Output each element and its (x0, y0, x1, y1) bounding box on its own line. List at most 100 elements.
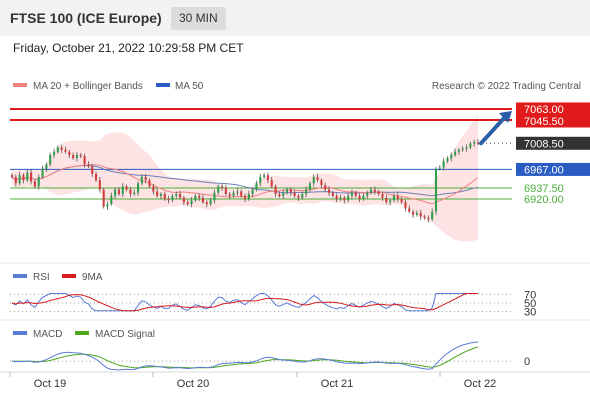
candle-body (263, 175, 266, 177)
candle-body (159, 193, 163, 196)
macd-signal-line (11, 346, 479, 369)
candle-body (415, 212, 418, 215)
candle-body (129, 189, 132, 194)
candlesticks (10, 139, 480, 223)
chart-header: FTSE 100 (ICE Europe) 30 MIN (0, 0, 590, 36)
candle-body (320, 180, 323, 186)
candle-body (64, 149, 67, 152)
legend-rsi: RSI (33, 272, 50, 283)
legend-ma20: MA 20 + Bollinger Bands (33, 81, 143, 92)
candle-body (354, 192, 357, 196)
candle-body (236, 191, 239, 193)
chart-datetime: Friday, October 21, 2022 10:29:58 PM CET (13, 41, 244, 55)
candle-body (213, 192, 216, 201)
candle-body (259, 176, 262, 184)
candle-body (22, 175, 25, 181)
candle-body (350, 192, 353, 196)
candle-body (335, 195, 338, 200)
candle-body (316, 176, 319, 181)
candle-body (186, 202, 189, 205)
candle-body (427, 217, 430, 220)
candle-body (52, 151, 56, 155)
candle-body (331, 192, 334, 196)
candle-body (305, 189, 308, 194)
legend-swatch-rsi (13, 274, 27, 278)
x-axis-ticks: Oct 19 Oct 20 Oct 21 Oct 22 (9, 372, 496, 390)
candle-body (240, 191, 243, 196)
candle-body (450, 154, 453, 159)
level-label-support: 6937.50 (524, 183, 564, 195)
candle-body (247, 193, 250, 200)
rsi-level-label: 50 (524, 298, 536, 310)
candle-body (83, 156, 86, 165)
candle-body (434, 168, 438, 212)
candle-body (102, 189, 105, 207)
candle-body (366, 192, 369, 196)
candle-body (465, 147, 468, 149)
candle-body (454, 151, 457, 155)
legend-swatch-ma50 (156, 83, 170, 87)
candle-body (266, 175, 269, 181)
watermark: Research © 2022 Trading Central (432, 81, 581, 92)
candle-body (87, 164, 90, 167)
candle-body (408, 208, 411, 212)
candle-body (431, 211, 434, 220)
candle-body (163, 193, 166, 200)
x-tick-label: Oct 21 (321, 378, 353, 390)
ma50-line (11, 164, 479, 197)
candle-body (400, 199, 403, 203)
candle-body (198, 195, 201, 198)
candle-body (381, 193, 384, 198)
candle-body (133, 192, 136, 194)
interval-button[interactable]: 30 MIN (171, 7, 226, 30)
legend-rsi-ma: 9MA (82, 272, 103, 283)
candle-body (312, 176, 315, 184)
candle-body (30, 172, 33, 182)
candle-body (404, 202, 407, 209)
candle-body (156, 191, 159, 196)
candle-body (274, 186, 277, 194)
candle-body (327, 189, 331, 193)
candle-body (308, 183, 311, 190)
candle-body (228, 193, 231, 196)
price-levels (10, 107, 512, 200)
candle-body (182, 197, 185, 203)
candle-body (255, 183, 258, 190)
candle-body (224, 187, 227, 194)
candle-body (41, 168, 44, 177)
candle-body (117, 189, 120, 194)
candle-body (91, 166, 94, 174)
forecast-arrow-head (499, 110, 512, 123)
level-label-current: 7008.50 (524, 138, 564, 150)
x-tick-label: Oct 22 (464, 378, 496, 390)
candle-body (94, 173, 98, 181)
rsi-level-label: 30 (524, 307, 536, 319)
candle-body (194, 195, 197, 201)
level-label-resistance: 7063.00 (524, 104, 564, 116)
candle-body (14, 176, 17, 184)
candle-body (285, 189, 289, 193)
candle-body (251, 189, 254, 194)
candle-body (125, 186, 128, 190)
candle-body (373, 189, 376, 192)
candle-body (324, 185, 327, 190)
bollinger-bands (12, 116, 478, 242)
candle-body (293, 192, 296, 196)
candle-body (18, 175, 21, 184)
candle-body (179, 193, 182, 198)
candle-body (148, 180, 151, 187)
candle-body (270, 180, 273, 187)
legend-macd-signal: MACD Signal (95, 329, 155, 340)
instrument-title: FTSE 100 (ICE Europe) (10, 10, 162, 26)
candle-body (423, 216, 426, 218)
candle-body (389, 200, 392, 203)
candle-body (339, 197, 342, 200)
level-label-resistance: 7045.50 (524, 116, 564, 128)
level-tag-pivot (516, 162, 590, 176)
candle-body (446, 158, 449, 162)
candle-body (72, 154, 75, 159)
candle-body (392, 195, 396, 201)
candle-body (79, 154, 82, 157)
macd-line (11, 341, 479, 371)
